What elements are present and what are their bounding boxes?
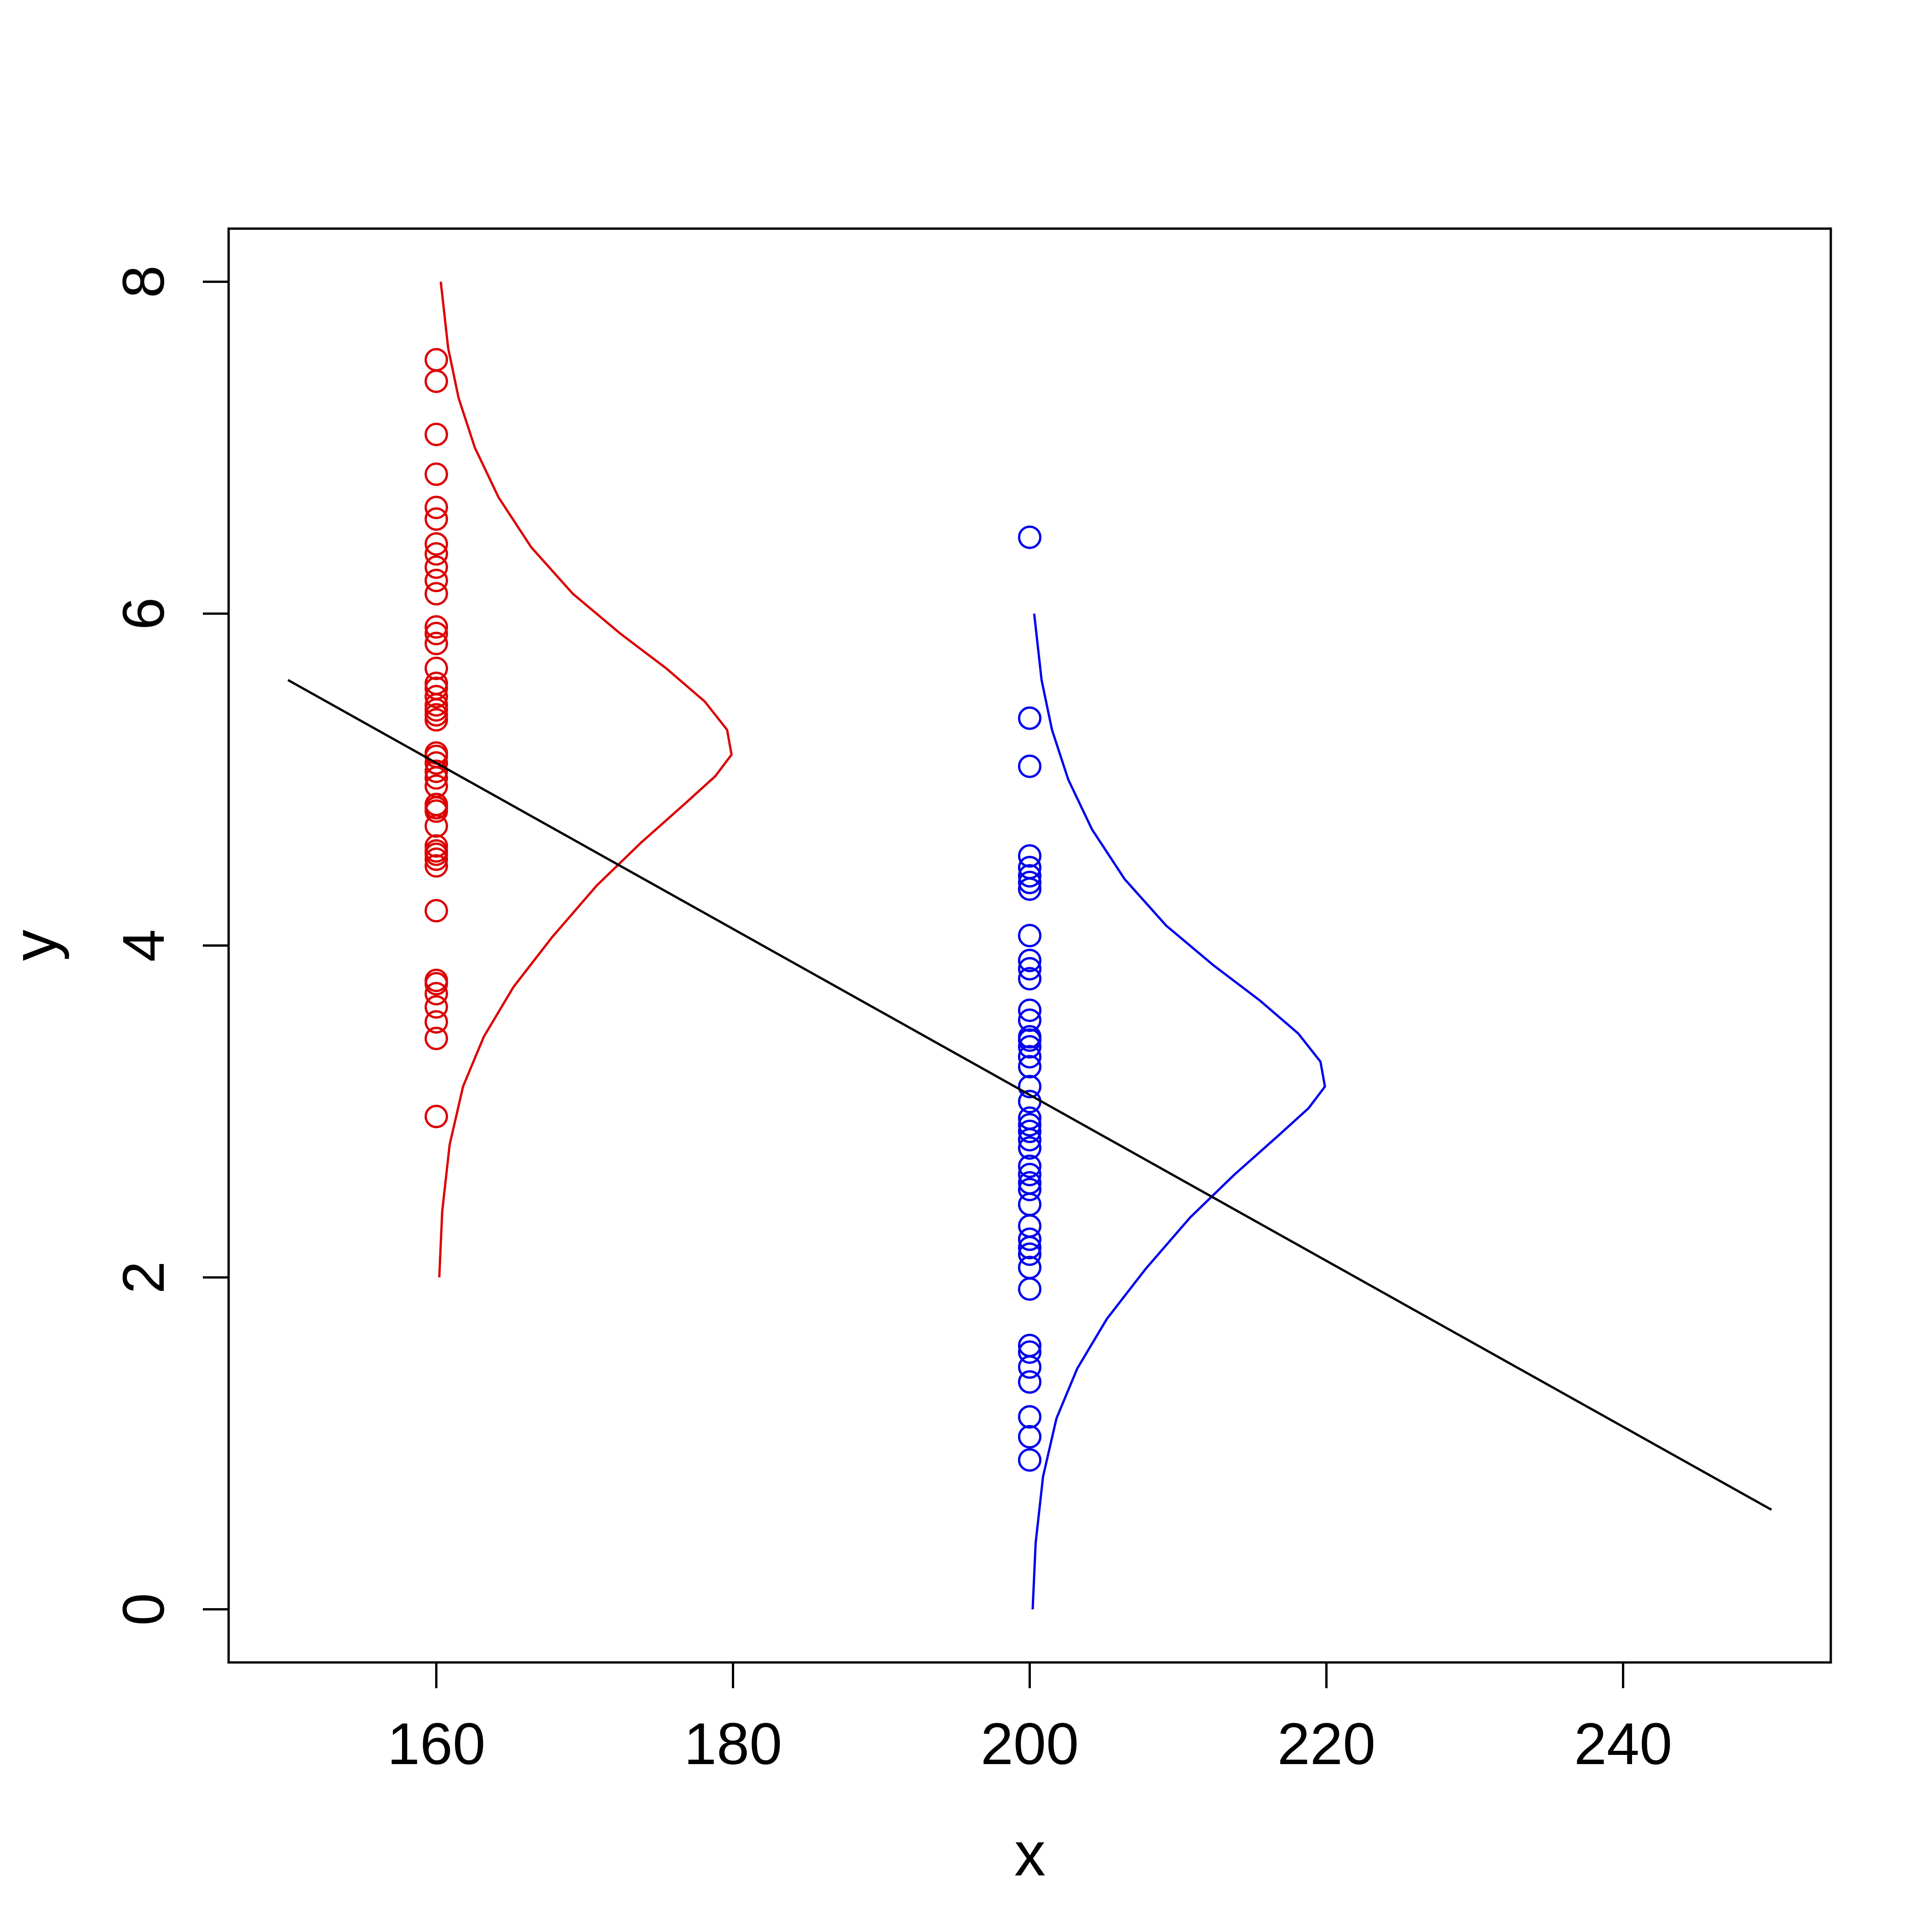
data-point <box>425 982 448 1006</box>
data-point <box>425 462 448 486</box>
data-point <box>425 1027 448 1051</box>
data-point <box>1018 924 1041 948</box>
data-point <box>1018 1106 1041 1130</box>
data-point <box>1018 1008 1041 1032</box>
y-tick-label: 6 <box>111 597 177 630</box>
point-group <box>425 348 448 1128</box>
data-point <box>1018 1448 1041 1472</box>
data-point <box>1018 1425 1041 1449</box>
data-point <box>1018 856 1041 880</box>
x-tick-label: 200 <box>981 1711 1079 1777</box>
y-tick-label: 8 <box>111 265 177 298</box>
x-axis-title: x <box>1014 1819 1046 1889</box>
data-point <box>425 684 448 708</box>
data-point <box>1018 1113 1041 1137</box>
data-point <box>425 555 448 579</box>
fit-line <box>287 679 1772 1511</box>
data-point <box>1018 1171 1041 1195</box>
data-point <box>425 995 448 1019</box>
x-tick-label: 160 <box>387 1711 486 1777</box>
data-point <box>425 507 448 531</box>
data-point <box>1018 949 1041 972</box>
data-point <box>425 854 448 878</box>
density-curve <box>1031 613 1326 1610</box>
data-point <box>1018 525 1041 549</box>
data-point <box>425 1010 448 1034</box>
data-point <box>425 751 448 775</box>
data-point <box>1018 1227 1041 1251</box>
data-point <box>1018 1025 1041 1049</box>
data-point <box>425 774 448 798</box>
data-point <box>425 759 448 783</box>
data-point <box>1018 967 1041 991</box>
data-point <box>425 422 448 446</box>
data-point <box>425 495 448 519</box>
data-point <box>425 615 448 639</box>
data-point <box>1018 870 1041 894</box>
data-point <box>1018 1045 1041 1069</box>
data-point <box>1018 1136 1041 1160</box>
data-point <box>1018 706 1041 730</box>
data-point <box>425 632 448 656</box>
density-curve <box>438 282 733 1278</box>
data-point <box>425 569 448 592</box>
data-point <box>425 1104 448 1128</box>
y-axis: 0 2 4 6 8 <box>111 265 230 1626</box>
data-point <box>1018 1120 1041 1144</box>
data-point <box>1018 1405 1041 1429</box>
data-point <box>425 899 448 923</box>
x-axis: 160 180 200 220 240 <box>387 1661 1673 1777</box>
data-point <box>425 582 448 606</box>
data-point <box>1018 998 1041 1022</box>
y-tick-label: 2 <box>111 1261 177 1294</box>
data-point <box>1018 1055 1041 1079</box>
data-point <box>425 834 448 858</box>
data-point <box>1018 754 1041 778</box>
data-point <box>425 348 448 372</box>
data-point <box>1018 1162 1041 1186</box>
data-point <box>1018 1154 1041 1178</box>
data-point <box>1018 1242 1041 1266</box>
data-point <box>425 621 448 645</box>
data-point <box>425 542 448 566</box>
data-point <box>425 968 448 992</box>
data-point <box>1018 1334 1041 1357</box>
y-tick-label: 4 <box>111 929 177 962</box>
data-point <box>1018 1178 1041 1202</box>
series-layer <box>287 282 1772 1610</box>
data-point <box>1018 1340 1041 1364</box>
data-point <box>1018 957 1041 981</box>
data-point <box>425 656 448 680</box>
data-point <box>1018 1370 1041 1394</box>
y-axis-title: y <box>0 930 69 961</box>
data-point <box>425 532 448 556</box>
y-tick-label: 0 <box>111 1593 177 1626</box>
data-point <box>1018 1035 1041 1059</box>
x-tick-label: 180 <box>684 1711 782 1777</box>
data-point <box>425 671 448 695</box>
data-point <box>1018 1075 1041 1098</box>
data-point <box>1018 1255 1041 1279</box>
x-tick-label: 220 <box>1277 1711 1376 1777</box>
data-point <box>1018 844 1041 868</box>
data-point <box>425 793 448 816</box>
x-tick-label: 240 <box>1574 1711 1673 1777</box>
data-point <box>1018 864 1041 888</box>
point-group <box>1018 525 1041 1472</box>
